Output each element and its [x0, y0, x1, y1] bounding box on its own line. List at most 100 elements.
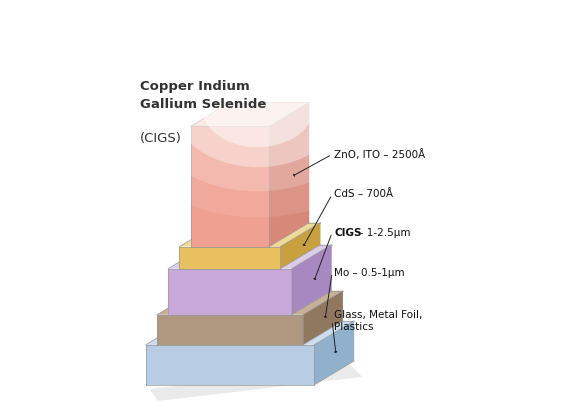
Polygon shape [191, 207, 269, 211]
Polygon shape [157, 319, 303, 320]
Polygon shape [157, 335, 303, 336]
Polygon shape [179, 265, 280, 266]
Polygon shape [179, 247, 280, 248]
Polygon shape [146, 352, 314, 353]
Polygon shape [191, 219, 269, 223]
Polygon shape [191, 150, 269, 154]
Polygon shape [179, 254, 280, 255]
Polygon shape [179, 223, 320, 247]
Polygon shape [146, 382, 314, 384]
Polygon shape [168, 281, 292, 282]
Polygon shape [280, 223, 320, 269]
Polygon shape [146, 360, 314, 361]
Polygon shape [191, 190, 269, 194]
Text: Glass, Metal Foil,
Plastics: Glass, Metal Foil, Plastics [334, 310, 422, 332]
Polygon shape [179, 258, 280, 259]
Polygon shape [168, 306, 292, 307]
Polygon shape [146, 370, 314, 372]
Polygon shape [168, 302, 292, 304]
Polygon shape [179, 253, 280, 254]
Polygon shape [168, 309, 292, 310]
Polygon shape [191, 182, 269, 186]
Polygon shape [191, 138, 269, 142]
Polygon shape [157, 317, 303, 318]
Polygon shape [146, 381, 314, 382]
Polygon shape [146, 356, 314, 357]
Polygon shape [146, 380, 314, 381]
Polygon shape [179, 255, 280, 256]
Polygon shape [157, 338, 303, 339]
Polygon shape [168, 290, 292, 292]
Text: – 1-2.5μm: – 1-2.5μm [355, 228, 410, 237]
Polygon shape [168, 304, 292, 306]
Polygon shape [168, 278, 292, 279]
Text: ZnO, ITO – 2500Å: ZnO, ITO – 2500Å [334, 149, 425, 160]
Polygon shape [157, 334, 303, 335]
Polygon shape [146, 374, 314, 376]
Polygon shape [157, 332, 303, 333]
Ellipse shape [173, 47, 342, 167]
Polygon shape [179, 247, 280, 269]
Polygon shape [191, 194, 269, 198]
Polygon shape [191, 215, 269, 219]
Polygon shape [157, 327, 303, 328]
Polygon shape [191, 126, 269, 247]
Polygon shape [157, 320, 303, 321]
Polygon shape [179, 264, 280, 265]
Polygon shape [157, 340, 303, 341]
Polygon shape [168, 286, 292, 287]
Polygon shape [157, 321, 303, 322]
Polygon shape [191, 239, 269, 243]
Polygon shape [146, 369, 314, 370]
Polygon shape [157, 341, 303, 342]
Ellipse shape [202, 67, 314, 147]
Polygon shape [157, 325, 303, 326]
Polygon shape [191, 203, 269, 207]
Polygon shape [191, 235, 269, 239]
Polygon shape [146, 358, 314, 360]
Polygon shape [168, 310, 292, 312]
Polygon shape [157, 326, 303, 327]
Polygon shape [191, 134, 269, 138]
Polygon shape [168, 279, 292, 281]
Polygon shape [157, 339, 303, 340]
Polygon shape [146, 384, 314, 385]
Polygon shape [314, 321, 354, 385]
Polygon shape [179, 266, 280, 267]
Polygon shape [168, 284, 292, 286]
Polygon shape [157, 324, 303, 325]
Polygon shape [157, 337, 303, 338]
Polygon shape [179, 250, 280, 251]
Polygon shape [168, 301, 292, 302]
Polygon shape [168, 275, 292, 276]
Polygon shape [168, 292, 292, 293]
Polygon shape [179, 260, 280, 261]
Polygon shape [179, 259, 280, 260]
Polygon shape [179, 252, 280, 253]
Polygon shape [191, 130, 269, 134]
Polygon shape [157, 344, 303, 345]
Ellipse shape [142, 23, 374, 191]
Polygon shape [168, 307, 292, 309]
Polygon shape [179, 267, 280, 268]
Polygon shape [179, 248, 280, 249]
Polygon shape [179, 251, 280, 252]
Polygon shape [146, 365, 314, 366]
Polygon shape [146, 368, 314, 369]
Text: CdS – 700Å: CdS – 700Å [334, 190, 393, 199]
Polygon shape [168, 293, 292, 295]
Polygon shape [168, 270, 292, 272]
Polygon shape [157, 329, 303, 330]
Polygon shape [191, 126, 269, 130]
Polygon shape [146, 346, 314, 348]
Polygon shape [168, 276, 292, 278]
Polygon shape [168, 300, 292, 301]
Polygon shape [168, 289, 292, 290]
Polygon shape [157, 315, 303, 316]
Polygon shape [191, 162, 269, 166]
Polygon shape [191, 227, 269, 231]
Polygon shape [191, 231, 269, 235]
Polygon shape [157, 291, 343, 315]
Polygon shape [146, 348, 314, 349]
Polygon shape [168, 312, 292, 313]
